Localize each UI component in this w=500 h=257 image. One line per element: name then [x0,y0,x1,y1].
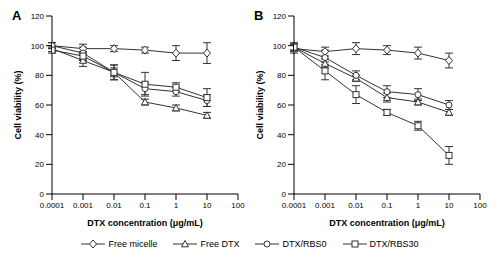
html-text:Free DTX: Free DTX [200,238,240,249]
svg-text:40: 40 [277,131,286,140]
svg-text:20: 20 [277,160,286,169]
svg-text:100: 100 [231,201,245,210]
svg-text:20: 20 [35,160,44,169]
svg-text:0: 0 [282,190,287,199]
svg-text:100: 100 [31,42,45,51]
svg-text:80: 80 [35,71,44,80]
html-text:B: B [254,8,264,23]
svg-text:0.001: 0.001 [315,201,336,210]
svg-text:10: 10 [203,201,212,210]
svg-text:80: 80 [277,71,286,80]
svg-text:0.001: 0.001 [73,201,94,210]
svg-text:0.0001: 0.0001 [282,201,307,210]
html-text:DTX/RBS0: DTX/RBS0 [282,238,327,249]
svg-text:0.01: 0.01 [348,201,364,210]
svg-text:1: 1 [416,201,421,210]
svg-text:60: 60 [35,101,44,110]
svg-text:60: 60 [277,101,286,110]
svg-text:1: 1 [174,201,179,210]
svg-text:0.01: 0.01 [106,201,122,210]
svg-text:DTX concentration (μg/mL): DTX concentration (μg/mL) [87,218,203,228]
svg-text:120: 120 [273,12,287,21]
svg-text:120: 120 [31,12,45,21]
html-text:DTX/RBS30: DTX/RBS30 [369,238,419,249]
svg-text:Cell viability (%): Cell viability (%) [13,70,23,139]
svg-text:0.0001: 0.0001 [40,201,65,210]
svg-text:100: 100 [473,201,487,210]
html-text:A: A [12,8,22,23]
svg-text:DTX concentration (μg/mL): DTX concentration (μg/mL) [329,218,445,228]
svg-text:40: 40 [35,131,44,140]
html-text:Free micelle: Free micelle [108,238,158,249]
svg-text:10: 10 [445,201,454,210]
svg-text:0: 0 [40,190,45,199]
svg-text:Cell viability (%): Cell viability (%) [255,70,265,139]
svg-text:100: 100 [273,42,287,51]
svg-text:0.1: 0.1 [381,201,393,210]
svg-text:0.1: 0.1 [139,201,151,210]
